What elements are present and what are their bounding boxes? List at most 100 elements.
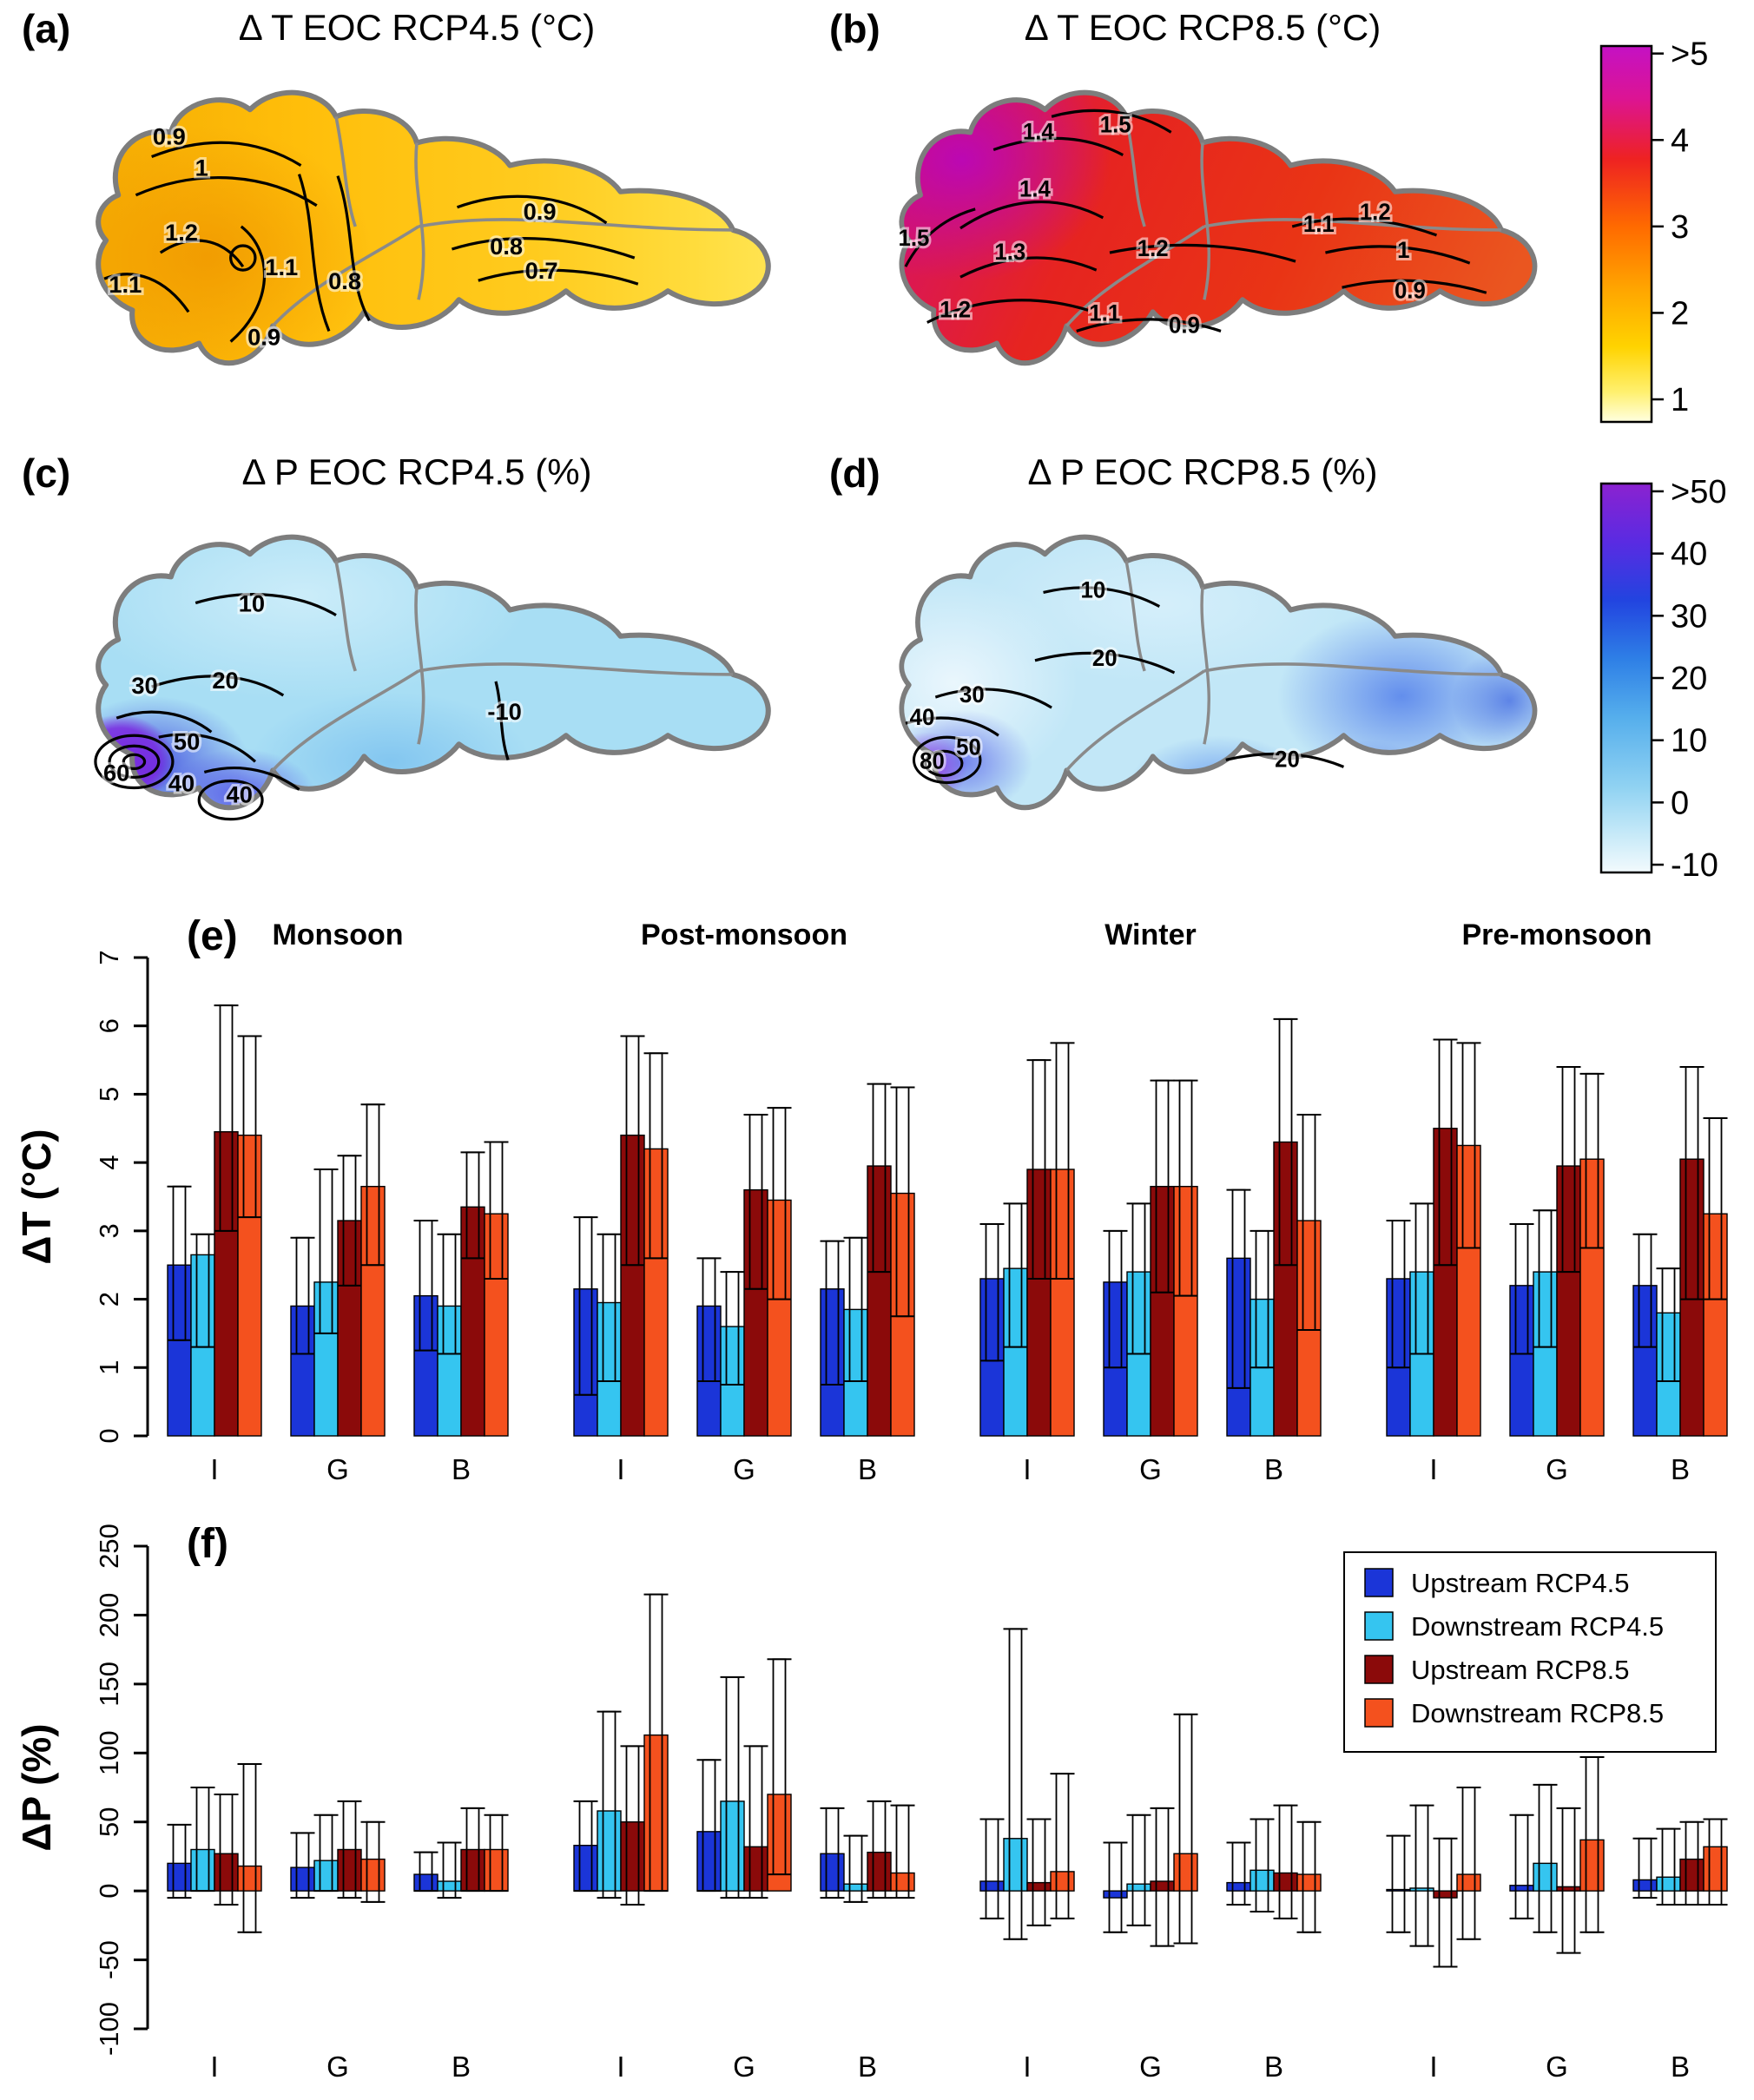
contour-label: 0.7 [525,257,558,284]
bar [1026,1168,1052,1437]
bar [1656,1876,1681,1892]
x-category-label: G [326,2051,349,2083]
map-c: 10 20 30 50 60 40 40 -10 [94,534,771,821]
error-bar-box [1055,1773,1070,1919]
error-bar-box [1461,1787,1476,1940]
subbasin-boundaries [271,560,734,772]
bar [1679,1158,1705,1437]
panel-d-header: (d) Δ P EOC RCP8.5 (%) [829,450,1576,500]
bar [460,1206,485,1437]
contour-label: 1.1 [109,271,142,298]
colorbar-tick-label: 4 [1671,122,1689,159]
bar [1050,1871,1075,1892]
legend-label: Downstream RCP8.5 [1411,1698,1664,1728]
bar [1433,1890,1458,1899]
error-bar-box [1131,1814,1146,1926]
error-bar-box [985,1818,999,1919]
contour-label: 1.2 [165,219,198,246]
bar [979,1278,1005,1437]
bar [167,1862,192,1892]
contour-label: 1.1 [265,253,298,280]
contour-label: 20 [1092,644,1118,671]
panel-c-header: (c) Δ P EOC RCP4.5 (%) [22,450,812,500]
bar [290,1305,315,1437]
panel-a-title: Δ T EOC RCP4.5 (°C) [238,7,596,48]
barchart-delta-p: (f) -100 -50 0 50 100 150 200 250 ΔP (%) I G B I G B I G B… [14,1521,1728,2083]
bar [214,1131,239,1437]
bar [696,1831,722,1892]
bar [1103,1890,1128,1899]
x-category-label: I [210,1453,218,1485]
panel-c-title: Δ P EOC RCP4.5 (%) [241,451,592,492]
contour-label: 1.4 [1019,175,1051,202]
legend-swatch [1364,1568,1394,1597]
error-bar-box [1561,1807,1576,1954]
panel-tag: (f) [187,1521,228,1567]
bar [1103,1281,1128,1437]
x-category-label: I [1429,2051,1437,2083]
colorbar-precipitation-svg: >50 40 30 20 10 0 -10 [1599,474,1726,884]
colorbar-tick-label: 30 [1671,598,1707,635]
panel-b: (b) Δ T EOC RCP8.5 (°C) [829,5,1576,444]
error-bar-box [1661,1827,1676,1906]
y-tick-label: 150 [94,1662,124,1707]
bar [767,1794,792,1892]
x-category-label: G [326,1453,349,1485]
error-bar-box [848,1834,863,1903]
bar [1579,1839,1605,1892]
panel-d: (d) Δ P EOC RCP8.5 (%) [829,450,1576,888]
panel-d-tag: (d) [829,451,880,496]
bar [820,1853,845,1892]
bar [1632,1879,1658,1892]
y-tick-label: -100 [94,2002,124,2056]
bar [743,1846,768,1892]
contour-label: 40 [168,770,195,797]
contour-labels-b: 1.4 1.51.41.51.31.21.21.1 0.91.1 1.210.9 [896,109,1428,341]
x-category-label: B [1671,1453,1690,1485]
bar [413,1294,438,1437]
panel-tag: (e) [187,913,238,959]
y-tick-label: 1 [94,1360,124,1375]
panel-a-tag: (a) [22,6,71,51]
y-tick-label: 0 [94,1428,124,1443]
x-category-label: I [617,1453,624,1485]
bar [437,1305,462,1437]
bar [720,1800,745,1892]
basin-outline [96,534,771,811]
colorbar-tick-label: 0 [1671,785,1689,821]
x-category-label: G [733,1453,755,1485]
contour-label: 0.9 [153,123,186,150]
error-bar-box [1278,1804,1293,1919]
bar [237,1134,262,1437]
bar [867,1851,892,1892]
legend-label: Downstream RCP4.5 [1411,1611,1664,1642]
map-b: 1.4 1.51.41.51.31.21.21.1 0.91.1 1.210.9 [896,89,1538,366]
bar [1226,1881,1251,1892]
y-tick-label: 250 [94,1524,124,1569]
colorbar-temperature: >5 4 3 2 1 [1596,36,1744,432]
x-category-label: I [210,2051,218,2083]
bar [1296,1220,1322,1437]
error-bar-box [1231,1841,1246,1906]
bar [1556,1165,1581,1437]
colorbar-precipitation: >50 40 30 20 10 0 -10 [1596,474,1744,884]
contour-label: 10 [239,590,265,617]
bar [1273,1872,1298,1892]
panel-a-header: (a) Δ T EOC RCP4.5 (°C) [22,5,812,56]
bar [890,1192,915,1437]
y-tick-label: 0 [94,1884,124,1899]
error-bar-box [1178,1713,1193,1945]
bar [214,1853,239,1892]
panel-b-header: (b) Δ T EOC RCP8.5 (°C) [829,5,1576,56]
contour-label: 0.8 [490,233,523,260]
colorbar-tick-label: 10 [1671,723,1707,760]
bar [484,1848,509,1892]
season-title: Monsoon [272,918,403,951]
contour-label: 1 [1397,236,1409,263]
contour-label: 1.4 [1023,118,1054,145]
x-category-label: I [617,2051,624,2083]
x-category-label: B [452,1453,471,1485]
bar [620,1134,645,1437]
bar [1509,1285,1534,1437]
